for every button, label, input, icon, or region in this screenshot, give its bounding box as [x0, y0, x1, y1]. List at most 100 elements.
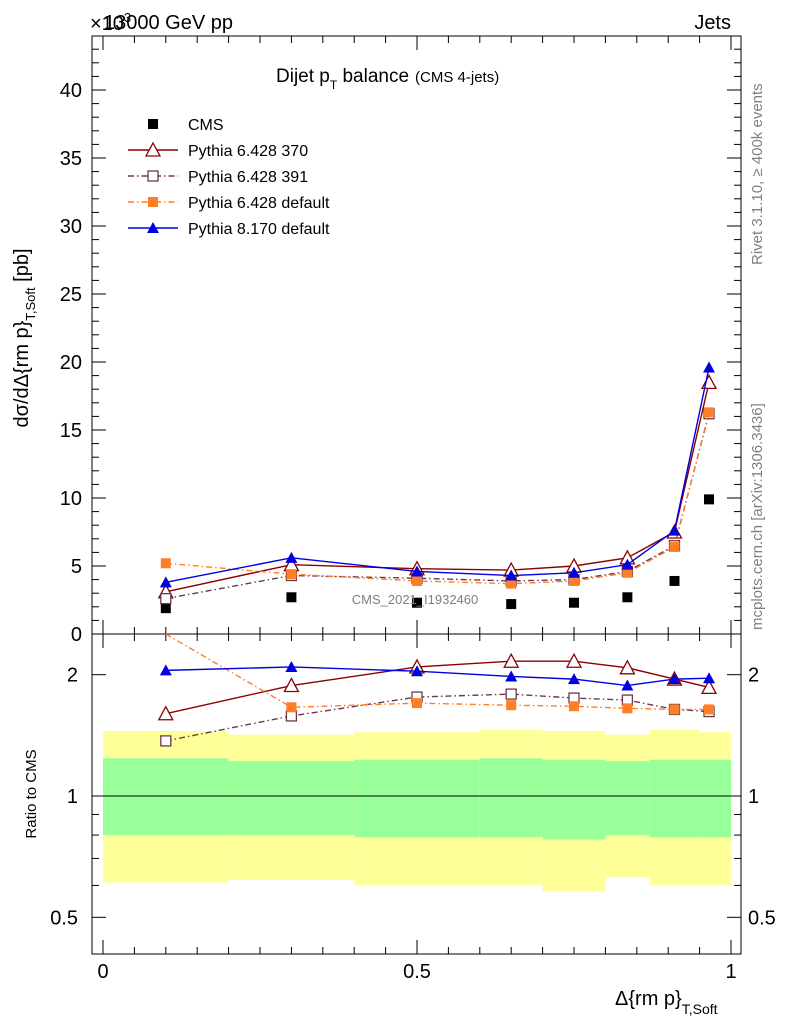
plot-title: Dijet pT balance (CMS 4-jets) — [276, 66, 499, 92]
ratio-point-pythia-8-170-default — [703, 672, 716, 684]
ratio-uncertainty-bands — [103, 729, 731, 892]
ratio-line-pythia-6-428-370 — [165, 660, 710, 715]
main-point-cms — [286, 592, 297, 603]
ratio-point-pythia-6-428-default — [506, 700, 517, 711]
ratio-point-pythia-8-170-default — [159, 664, 172, 676]
legend-label: Pythia 6.428 391 — [188, 169, 308, 186]
ratio-point-pythia-6-428-default — [569, 701, 579, 712]
ratio-point-pythia-6-428-default — [622, 703, 633, 714]
ratio-point-pythia-8-170-default — [411, 665, 423, 677]
rivet-version-text: Rivet 3.1.10, ≥ 400k events — [749, 83, 766, 265]
x-tick-label: 0 — [97, 961, 108, 983]
main-y-tick-label: 0 — [71, 624, 82, 646]
main-point-pythia-6-428-default — [622, 567, 633, 578]
ratio-y-tick-label-right: 2 — [748, 665, 759, 687]
legend-marker — [148, 197, 158, 207]
ratio-point-pythia-8-170-default — [568, 673, 580, 685]
ratio-point-pythia-6-428-370 — [565, 652, 583, 668]
ratio-point-pythia-8-170-default — [285, 660, 298, 672]
main-point-pythia-6-428-default — [286, 569, 297, 580]
main-point-cms — [669, 575, 680, 586]
main-point-pythia-6-428-default — [160, 558, 171, 569]
ratio-point-pythia-6-428-370 — [503, 652, 520, 668]
main-point-pythia-6-428-default — [506, 578, 517, 589]
main-series-group — [157, 361, 718, 614]
ratio-series-group — [157, 633, 718, 747]
process-label: Jets — [694, 12, 731, 34]
main-point-cms — [506, 599, 517, 610]
main-y-tick-label: 30 — [60, 216, 82, 238]
main-line-pythia-6-428-391 — [165, 413, 710, 600]
green-band-segment — [649, 759, 700, 838]
main-point-pythia-8-170-default — [668, 524, 681, 536]
main-point-pythia-8-170-default — [568, 566, 580, 578]
main-point-pythia-8-170-default — [411, 565, 423, 577]
ratio-y-tick-label: 2 — [67, 665, 78, 687]
ratio-point-pythia-6-428-default — [412, 698, 422, 709]
main-point-pythia-6-428-default — [704, 407, 715, 418]
legend-marker — [144, 141, 162, 157]
main-point-pythia-8-170-default — [703, 361, 716, 373]
ratio-y-tick-label-right: 1 — [748, 786, 759, 808]
main-y-tick-label: 20 — [60, 352, 82, 374]
main-point-cms — [622, 592, 633, 603]
ratio-point-pythia-8-170-default — [505, 670, 518, 682]
green-band-segment — [228, 761, 355, 836]
ratio-point-pythia-6-428-370 — [283, 677, 300, 693]
green-band-segment — [354, 759, 480, 838]
main-point-pythia-8-170-default — [621, 558, 634, 570]
main-y-axis-label: dσ/dΔ{rm p}T,Soft [pb] — [11, 248, 38, 427]
ratio-y-axis-label: Ratio to CMS — [23, 749, 40, 838]
main-point-cms — [160, 603, 171, 614]
main-y-tick-label: 35 — [60, 148, 82, 170]
ratio-point-pythia-6-428-391 — [505, 688, 517, 700]
legend-label: Pythia 8.170 default — [188, 221, 330, 238]
main-point-pythia-6-428-default — [569, 575, 579, 586]
main-y-tick-label: 25 — [60, 284, 82, 306]
analysis-watermark: CMS_2021_I1932460 — [352, 592, 479, 607]
main-y-tick-label: 15 — [60, 420, 82, 442]
ratio-point-pythia-6-428-default — [704, 704, 715, 715]
ratio-line-pythia-8-170-default — [165, 666, 710, 687]
main-y-tick-label: 5 — [71, 556, 82, 578]
main-y-tick-label: 10 — [60, 488, 82, 510]
beam-label: 13000 GeV pp — [104, 12, 233, 34]
ratio-y-tick-label-right: 0.5 — [748, 907, 776, 929]
main-line-pythia-8-170-default — [165, 367, 710, 584]
ratio-point-pythia-6-428-391 — [160, 735, 172, 747]
legend: CMS Pythia 6.428 370 Pythia 6.428 391 Pythi… — [128, 117, 330, 238]
green-band-segment — [542, 759, 606, 840]
legend-marker — [148, 119, 158, 129]
legend-label: Pythia 6.428 370 — [188, 143, 308, 160]
axis-ticks — [92, 36, 741, 954]
legend-label: Pythia 6.428 default — [188, 195, 330, 212]
ratio-point-pythia-6-428-default — [669, 704, 680, 715]
ratio-line-pythia-6-428-391 — [165, 693, 710, 742]
main-point-cms — [704, 494, 715, 505]
main-point-pythia-6-428-370 — [700, 374, 718, 390]
legend-marker — [147, 222, 159, 233]
x-axis-label: Δ{rm p}T,Soft — [615, 988, 718, 1017]
exponent-label: ×103 — [90, 10, 131, 35]
ratio-point-pythia-6-428-370 — [157, 705, 174, 721]
ratio-point-pythia-6-428-391 — [285, 710, 298, 722]
ratio-point-pythia-8-170-default — [621, 679, 634, 691]
ratio-y-tick-label: 0.5 — [50, 907, 78, 929]
green-band-segment — [479, 758, 543, 838]
main-point-cms — [569, 597, 579, 608]
ratio-point-pythia-6-428-370 — [700, 679, 718, 695]
main-point-cms — [412, 597, 422, 608]
ratio-point-pythia-6-428-370 — [619, 659, 636, 675]
green-band-segment — [699, 759, 731, 838]
green-band-segment — [103, 758, 229, 836]
x-tick-label: 0.5 — [403, 961, 431, 983]
ratio-line-pythia-6-428-default — [165, 633, 710, 711]
main-point-pythia-8-170-default — [505, 569, 518, 581]
main-point-pythia-8-170-default — [285, 551, 298, 563]
main-point-pythia-8-170-default — [159, 576, 172, 588]
legend-label: CMS — [188, 117, 224, 134]
x-tick-label: 1 — [725, 961, 736, 983]
main-point-pythia-6-428-391 — [160, 592, 172, 605]
